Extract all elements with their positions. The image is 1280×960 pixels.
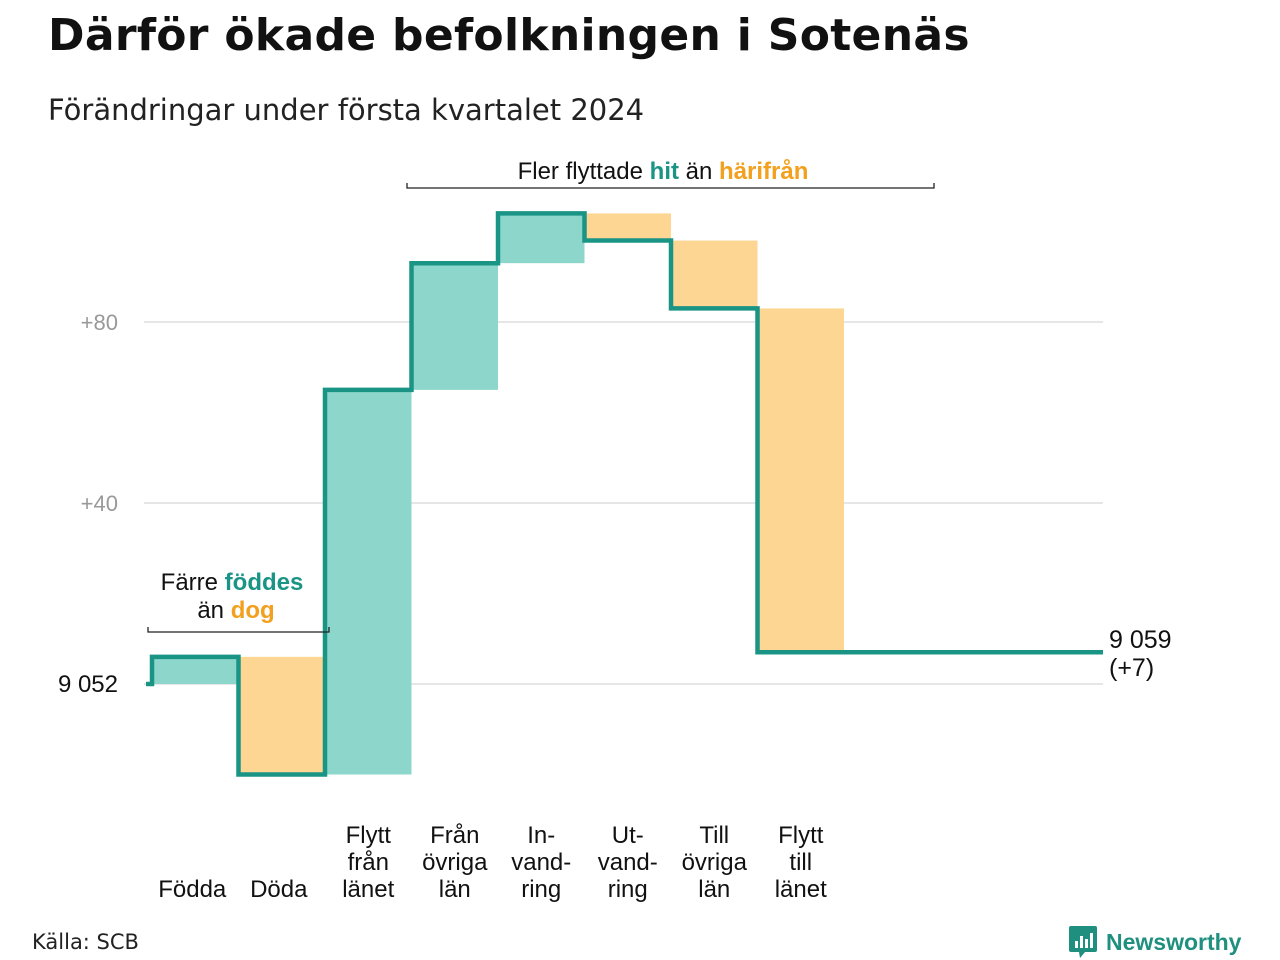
page-title: Därför ökade befolkningen i Sotenäs xyxy=(48,10,970,61)
births-annotation-hit: föddes xyxy=(225,569,304,596)
bar-från-övriga-län xyxy=(411,263,498,390)
svg-text:Fler flyttade hit: Fler flyttade hit än härifrån xyxy=(518,158,809,185)
cumulative-line xyxy=(146,211,1103,777)
bar-födda xyxy=(152,656,239,684)
x-category-label: Födda xyxy=(158,876,227,903)
svg-text:än dog: än dog xyxy=(197,597,274,624)
births-annotation: Färre föddes än dog xyxy=(147,569,330,633)
bar-döda xyxy=(238,656,325,775)
source-note: Källa: SCB xyxy=(32,930,139,954)
births-annotation-middle: än xyxy=(197,597,224,624)
x-category-label: Ut-vand-ring xyxy=(598,822,658,903)
newsworthy-logo-text: Newsworthy xyxy=(1106,928,1242,955)
y-tick-label: +80 xyxy=(81,310,118,335)
migration-annotation-prefix: Fler flyttade xyxy=(518,158,643,185)
x-category-label: Flytt till länet xyxy=(775,822,827,903)
newsworthy-logo: Newsworthy xyxy=(1068,924,1241,960)
births-annotation-prefix: Färre xyxy=(161,569,218,596)
migration-annotation-away: härifrån xyxy=(719,158,808,185)
bar-in--vand--ring xyxy=(498,213,585,264)
end-change-label: (+7) xyxy=(1109,654,1154,682)
births-annotation-away: dog xyxy=(231,597,275,624)
y-tick-label: +40 xyxy=(81,491,118,516)
page-subtitle: Förändringar under första kvartalet 2024 xyxy=(48,93,645,127)
births-bracket xyxy=(147,627,330,633)
x-category-label: Flytt från länet xyxy=(342,822,394,903)
migration-annotation: Fler flyttade hit än härifrån xyxy=(406,158,935,189)
migration-annotation-hit: hit xyxy=(650,158,679,185)
svg-text:Färre föddes: Färre föddes xyxy=(161,569,304,596)
x-category-label: Döda xyxy=(250,876,308,903)
x-category-label: Till övriga län xyxy=(682,822,748,903)
bar-ut--vand--ring xyxy=(584,213,671,241)
bar-flytt-från-länet xyxy=(325,389,412,775)
end-value-label: 9 059 xyxy=(1109,626,1172,654)
bar-till-övriga-län xyxy=(671,240,758,309)
y-tick-label: 9 052 xyxy=(58,671,118,698)
x-category-label: Från övriga län xyxy=(422,822,488,903)
newsworthy-logo-icon xyxy=(1069,926,1097,958)
bar-flytt-till-länet xyxy=(757,308,844,653)
migration-bracket xyxy=(406,183,935,189)
x-category-label: In-vand-ring xyxy=(511,822,571,903)
migration-annotation-middle: än xyxy=(686,158,713,185)
